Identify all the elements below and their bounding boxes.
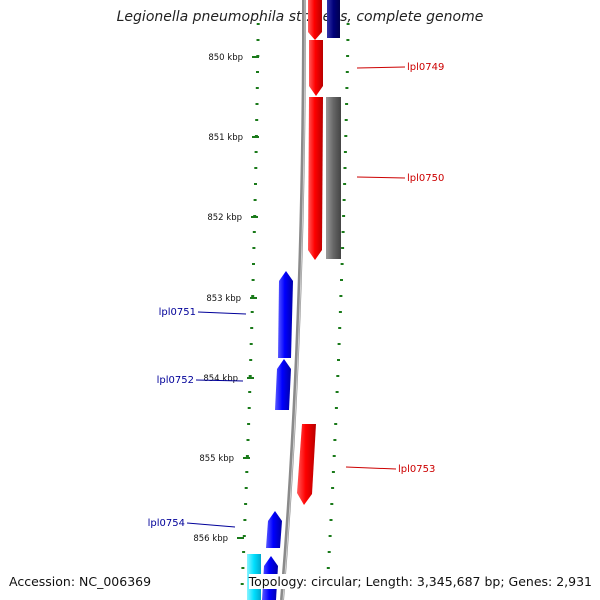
gene-label-lpl0751: lpl0751 [159,307,196,318]
tick-label-854: 854 kbp [203,374,238,384]
gene-lpl0749 [309,40,323,96]
tick-ring-left [240,23,260,585]
tick-label-851: 851 kbp [208,133,243,143]
feature-top-red [308,0,322,40]
gene-lpl0750 [308,97,323,260]
gene-label-lpl0749: lpl0749 [407,62,444,73]
accession-text: Accession: NC_006369 [9,574,152,589]
gene-leaders [186,66,406,528]
tick-ring-right [325,23,350,585]
gene-lpl0753 [297,424,316,505]
leader-lpl0753 [345,466,397,470]
genome-backbone [280,0,306,600]
leader-lpl0751 [197,311,247,315]
feature-top-navy [327,0,340,38]
gene-label-lpl0754: lpl0754 [148,518,185,529]
leader-lpl0752 [195,379,244,382]
gene-labels: lpl0749 lpl0750 lpl0753 lpl0751 lpl0752 … [148,62,445,529]
gene-label-lpl0753: lpl0753 [398,464,435,475]
tick-label-852: 852 kbp [207,213,242,223]
leader-lpl0750 [356,176,406,179]
tick-label-855: 855 kbp [199,454,234,464]
leader-lpl0754 [186,522,236,528]
gene-lpl0752 [275,359,291,410]
leader-lpl0749 [356,66,406,69]
tick-label-850: 850 kbp [208,53,243,63]
gene-lpl0751 [278,271,293,358]
genome-backbone-highlight [282,0,306,600]
gene-label-lpl0752: lpl0752 [157,375,194,386]
gene-label-lpl0750: lpl0750 [407,173,444,184]
tick-labels: 850 kbp 851 kbp 852 kbp 853 kbp 854 kbp … [193,53,259,544]
feature-gray [326,97,341,259]
map-title: Legionella pneumophila str. Lens, comple… [116,9,484,25]
genome-stats-text: Topology: circular; Length: 3,345,687 bp… [248,574,592,589]
tick-label-856: 856 kbp [193,534,228,544]
gene-lpl0754 [266,511,282,548]
tick-label-853: 853 kbp [206,294,241,304]
